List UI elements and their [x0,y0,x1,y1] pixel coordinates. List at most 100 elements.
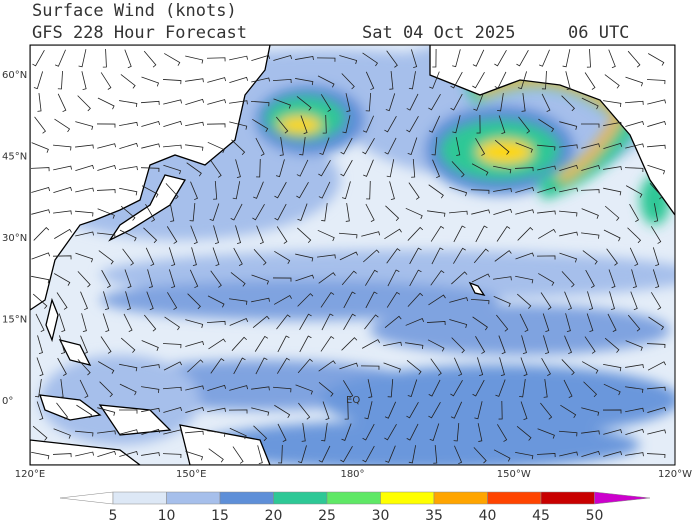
wind-barb [493,276,512,281]
wind-barb [140,100,160,105]
wind-barb [119,451,139,457]
wind-barb [475,336,486,354]
wind-barb [451,161,465,178]
wind-barb [365,92,372,112]
wind-barb [365,203,375,223]
wind-barb [631,269,637,289]
wind-barb [647,429,666,435]
wind-barb [493,165,512,174]
wind-barb [212,247,220,267]
wind-barb [407,292,424,307]
wind-barb [54,228,72,239]
wind-barb [494,139,510,155]
wind-barb [122,248,134,266]
wind-barb [75,210,94,217]
wind-barb [96,189,116,194]
wind-barb [97,450,117,458]
wind-barb [497,424,508,442]
wind-barb [295,78,314,86]
wind-barb [603,121,622,127]
wind-barb [147,269,153,289]
wind-barbs [30,48,667,465]
wind-barb [474,401,483,420]
wind-barb [625,120,645,127]
wind-barb [168,269,176,289]
lon-label: 120°E [15,469,45,480]
wind-barb [141,364,160,369]
colorbar-label: 45 [532,508,550,524]
wind-barb [650,226,662,244]
wind-barb [140,167,160,172]
wind-barb [649,183,663,200]
wind-barb [123,313,133,333]
wind-barb [97,232,116,239]
wind-barb [365,269,378,286]
wind-barb [75,187,94,193]
wind-barb [145,247,155,267]
wind-barb [559,252,578,263]
wind-barb [472,49,485,67]
wind-barb [541,93,551,113]
wind-barb [454,445,463,465]
wind-barb [141,76,160,87]
lon-label: 120°W [658,469,692,480]
wind-barb [429,423,440,442]
wind-barb [407,137,418,156]
wind-barb [206,57,226,62]
wind-barb [318,360,336,372]
wind-barb [185,341,205,347]
wind-barb [342,380,354,398]
wind-barb [515,451,534,460]
wind-barb [629,247,639,267]
wind-barb [541,357,551,376]
wind-barb [97,165,117,171]
wind-barb [231,139,246,156]
wind-barb [647,406,667,413]
wind-barb [406,115,419,133]
wind-barb [163,361,183,371]
wind-barb [141,120,161,127]
wind-barb [430,270,445,286]
colorbar-label: 15 [211,508,229,524]
wind-barb [77,271,91,288]
wind-barb [364,314,379,330]
wind-barb [124,49,132,69]
wind-barb [320,336,335,352]
wind-barb [297,203,308,221]
wind-barb [473,248,489,264]
wind-barb [141,428,161,436]
wind-barb [537,144,556,151]
wind-barb [515,142,533,153]
wind-barb [100,336,112,354]
wind-barb [431,137,438,156]
wind-barb [363,249,380,263]
wind-barb [516,425,532,441]
wind-barb [141,143,160,149]
colorbar-swatch [326,491,381,505]
wind-barb [143,314,157,332]
wind-barb [318,381,334,397]
wind-barb [343,291,356,309]
wind-barb [627,314,641,332]
wind-barb [604,74,620,89]
wind-barb [79,379,89,399]
wind-barb [384,115,397,133]
wind-barb [162,386,182,391]
wind-barb [363,159,374,177]
wind-barb [433,445,438,464]
wind-barb [652,247,660,267]
wind-barb [475,138,486,156]
wind-barb [543,379,548,398]
wind-barb [538,273,555,286]
wind-barb [317,229,335,242]
wind-barb [185,406,205,413]
wind-barb [515,209,535,215]
wind-barb [213,180,218,200]
wind-barb [405,207,423,220]
wind-barb [321,313,334,331]
wind-barb [77,95,91,112]
wind-barb [57,357,67,376]
wind-barb [189,203,196,222]
wind-barb [581,450,601,458]
wind-barb [452,115,461,134]
